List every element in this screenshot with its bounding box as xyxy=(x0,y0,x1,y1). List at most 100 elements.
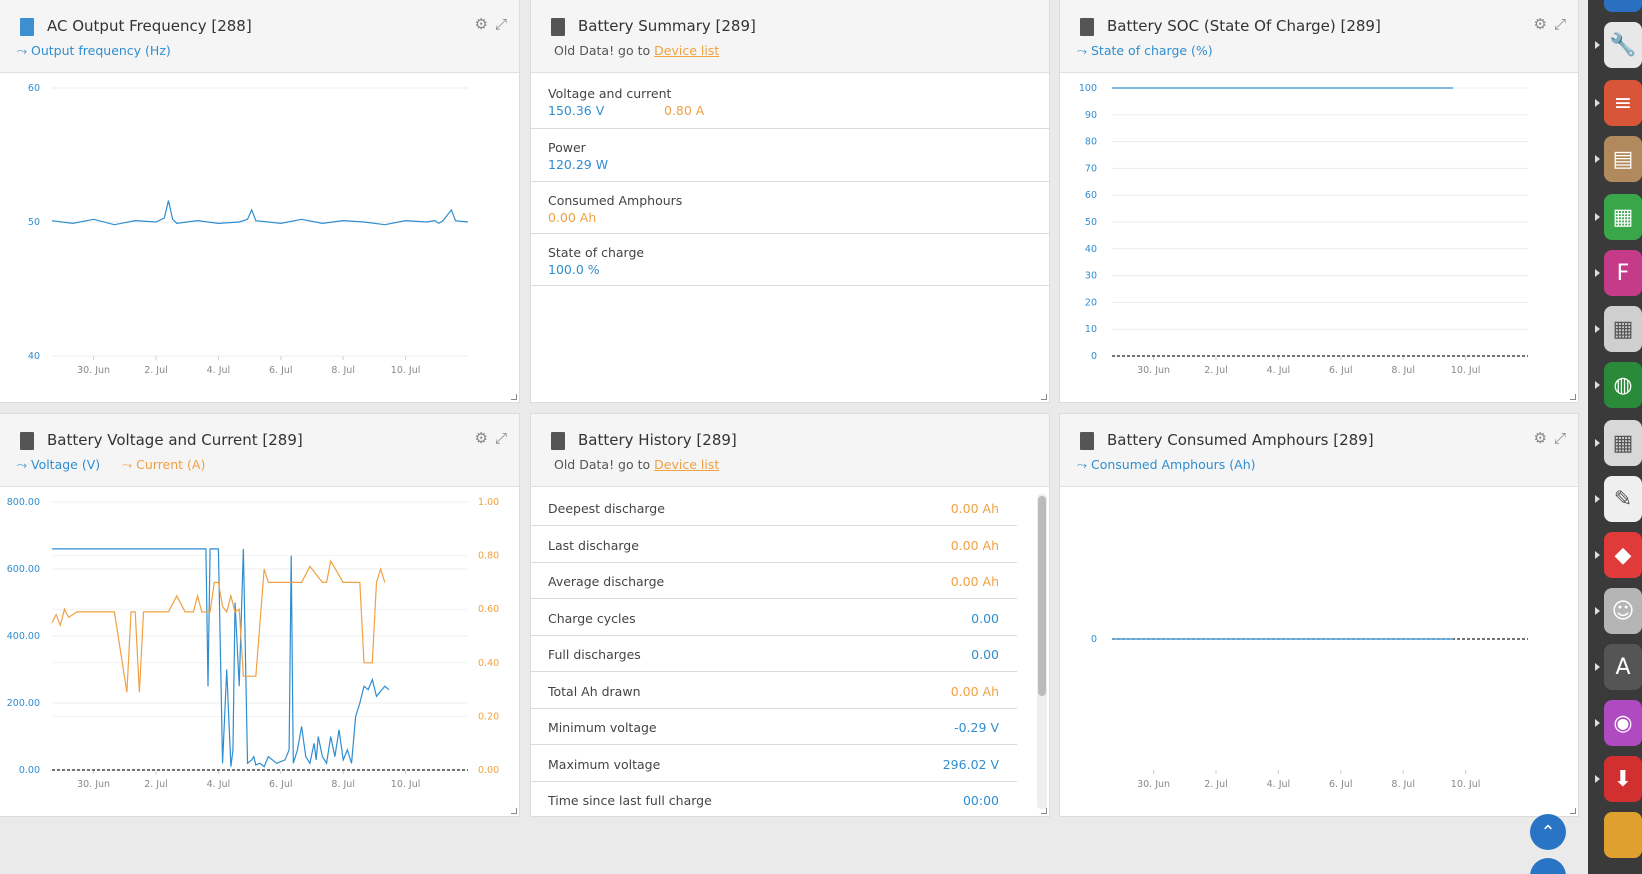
battery-soc-widget: Battery SOC (State Of Charge) [289] ⤳ St… xyxy=(1059,0,1579,403)
legend-state-of-charge[interactable]: ⤳ State of charge (%) xyxy=(1077,43,1213,58)
y-tick-label: 40 xyxy=(1085,244,1097,255)
y-tick-label-left: 0.00 xyxy=(19,765,40,776)
legend-current[interactable]: ⤳ Current (A) xyxy=(122,457,206,472)
expand-icon[interactable]: ⤢ xyxy=(494,15,507,33)
device-list-link[interactable]: Device list xyxy=(654,457,720,472)
x-tick-label: 8. Jul xyxy=(331,365,355,376)
archive-icon[interactable]: ▤ xyxy=(1604,136,1642,182)
x-tick-label: 4. Jul xyxy=(207,365,231,376)
y-tick-label: 40 xyxy=(28,351,40,362)
running-indicator-icon xyxy=(1595,775,1600,783)
calculator2-icon[interactable]: ▦ xyxy=(1604,420,1642,466)
y-tick-label: 60 xyxy=(28,83,40,94)
series-line-frequency xyxy=(51,200,469,226)
voltage-current-chart: 30. Jun 2. Jul 4. Jul 6. Jul 8. Jul 10. Jul 0.… xyxy=(7,497,499,790)
history-row: Maximum voltage 296.02 V xyxy=(531,746,1017,782)
widget-header: Battery SOC (State Of Charge) [289] ⤳ St… xyxy=(1060,0,1578,73)
running-indicator-icon xyxy=(1595,155,1600,163)
x-tick-label: 10. Jul xyxy=(1451,779,1481,790)
running-indicator-icon xyxy=(1595,607,1600,615)
running-indicator-icon xyxy=(1595,269,1600,277)
history-value: 0.00 xyxy=(971,610,999,626)
gear-icon[interactable]: ⚙ xyxy=(1533,15,1547,33)
secondary-float-button[interactable] xyxy=(1530,858,1566,874)
y-tick-label: 90 xyxy=(1085,110,1097,121)
resize-handle[interactable] xyxy=(1570,394,1576,400)
chart-legend: ⤳ Output frequency (Hz) xyxy=(17,43,189,59)
anydesk-icon[interactable]: ◆ xyxy=(1604,532,1642,578)
history-label: Maximum voltage xyxy=(548,756,661,772)
history-row: Total Ah drawn 0.00 Ah xyxy=(531,673,1017,709)
old-data-text: Old Data! go to xyxy=(554,457,651,472)
notepad-icon[interactable]: ✎ xyxy=(1604,476,1642,522)
f-app-icon[interactable]: F xyxy=(1604,250,1642,296)
x-tick-label: 4. Jul xyxy=(207,779,231,790)
launcher-dock: 🔧 ≡ ▤ ▦ F ▦ ◍ ▦ ✎ ◆ ☺ A ◉ ⬇ xyxy=(1588,0,1642,874)
resize-handle[interactable] xyxy=(1041,808,1047,814)
gear-icon[interactable]: ⚙ xyxy=(474,15,488,33)
series-line-voltage xyxy=(52,548,390,768)
old-data-notice: Old Data! go to Device list xyxy=(554,43,719,58)
wrench-icon[interactable]: 🔧 xyxy=(1604,22,1642,68)
widget-title: Battery History [289] xyxy=(578,431,737,449)
legend-consumed-amphours[interactable]: ⤳ Consumed Amphours (Ah) xyxy=(1077,457,1256,472)
summary-label: Power xyxy=(548,140,586,155)
y-tick-label: 0 xyxy=(1091,351,1097,362)
app-icon-blue[interactable] xyxy=(1604,0,1642,12)
running-indicator-icon xyxy=(1595,99,1600,107)
history-scrollbar[interactable] xyxy=(1037,494,1047,809)
running-indicator-icon xyxy=(1595,213,1600,221)
face-app-icon[interactable]: ☺ xyxy=(1604,588,1642,634)
widget-header: Battery Voltage and Current [289] ⤳ Volt… xyxy=(0,414,519,487)
gear-icon[interactable]: ⚙ xyxy=(474,429,488,447)
x-tick-label: 6. Jul xyxy=(269,779,293,790)
widget-header: Battery Consumed Amphours [289] ⤳ Consum… xyxy=(1060,414,1578,487)
summary-label: State of charge xyxy=(548,245,645,260)
x-tick-label: 2. Jul xyxy=(1204,779,1228,790)
history-label: Charge cycles xyxy=(548,610,636,626)
history-row: Average discharge 0.00 Ah xyxy=(531,563,1017,599)
legend-label: Voltage (V) xyxy=(30,457,101,472)
battery-history-widget: Battery History [289] Old Data! go to De… xyxy=(530,413,1050,817)
screen-record-icon[interactable]: ◉ xyxy=(1604,700,1642,746)
device-list-link[interactable]: Device list xyxy=(654,43,720,58)
spreadsheet-icon[interactable]: ▦ xyxy=(1604,194,1642,240)
y-tick-label-left: 800.00 xyxy=(7,497,40,508)
download-icon[interactable]: ⬇ xyxy=(1604,756,1642,802)
widget-header: Battery Summary [289] Old Data! go to De… xyxy=(531,0,1049,73)
resize-handle[interactable] xyxy=(1041,394,1047,400)
running-indicator-icon xyxy=(1595,41,1600,49)
battery-icon xyxy=(551,432,565,450)
history-value: 296.02 V xyxy=(942,756,999,772)
legend-voltage[interactable]: ⤳ Voltage (V) xyxy=(17,457,101,472)
inverter-icon xyxy=(20,18,34,36)
battery-icon xyxy=(1080,432,1094,450)
widget-title: Battery SOC (State Of Charge) [289] xyxy=(1107,17,1381,35)
history-value: 0.00 Ah xyxy=(950,574,999,589)
legend-output-frequency[interactable]: ⤳ Output frequency (Hz) xyxy=(17,43,171,58)
gear-icon[interactable]: ⚙ xyxy=(1533,429,1547,447)
x-tick-label: 6. Jul xyxy=(1329,779,1353,790)
calculator-icon[interactable]: ▦ xyxy=(1604,306,1642,352)
widget-header: AC Output Frequency [288] ⤳ Output frequ… xyxy=(0,0,519,73)
resize-handle[interactable] xyxy=(511,808,517,814)
expand-icon[interactable]: ⤢ xyxy=(494,429,507,447)
old-data-notice: Old Data! go to Device list xyxy=(554,457,719,472)
y-tick-label-right: 0.80 xyxy=(478,551,499,562)
scroll-to-top-button[interactable]: ⌃ xyxy=(1530,814,1566,850)
ac-output-frequency-widget: AC Output Frequency [288] ⤳ Output frequ… xyxy=(0,0,520,403)
software-updater-icon[interactable]: A xyxy=(1604,644,1642,690)
stack-icon[interactable]: ≡ xyxy=(1604,80,1642,126)
resize-handle[interactable] xyxy=(1570,808,1576,814)
expand-icon[interactable]: ⤢ xyxy=(1553,15,1566,33)
resize-handle[interactable] xyxy=(511,394,517,400)
globe-icon[interactable]: ◍ xyxy=(1604,362,1642,408)
scrollbar-thumb[interactable] xyxy=(1038,496,1046,696)
expand-icon[interactable]: ⤢ xyxy=(1553,429,1566,447)
history-label: Last discharge xyxy=(548,537,639,553)
x-tick-label: 30. Jun xyxy=(77,779,110,790)
y-tick-label: 50 xyxy=(1085,217,1097,228)
folder-icon[interactable] xyxy=(1604,812,1642,858)
history-label: Time since last full charge xyxy=(548,793,712,808)
history-label: Total Ah drawn xyxy=(548,683,641,699)
